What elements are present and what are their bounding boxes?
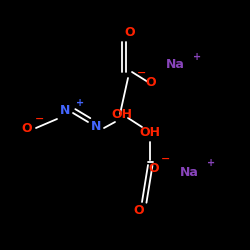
Text: +: + — [193, 52, 201, 62]
Text: Na: Na — [166, 58, 184, 71]
Text: O: O — [149, 162, 159, 174]
Text: N: N — [60, 104, 70, 118]
Text: Na: Na — [180, 166, 199, 178]
Text: O: O — [146, 76, 156, 88]
Text: OH: OH — [112, 108, 132, 120]
Text: O: O — [125, 26, 135, 40]
Text: +: + — [76, 98, 84, 108]
Text: −: − — [161, 154, 171, 164]
Text: −: − — [137, 68, 147, 78]
Text: N: N — [91, 120, 101, 134]
Text: O: O — [22, 122, 32, 134]
Text: OH: OH — [140, 126, 160, 138]
Text: −: − — [35, 114, 45, 124]
Text: +: + — [207, 158, 215, 168]
Text: O: O — [134, 204, 144, 216]
